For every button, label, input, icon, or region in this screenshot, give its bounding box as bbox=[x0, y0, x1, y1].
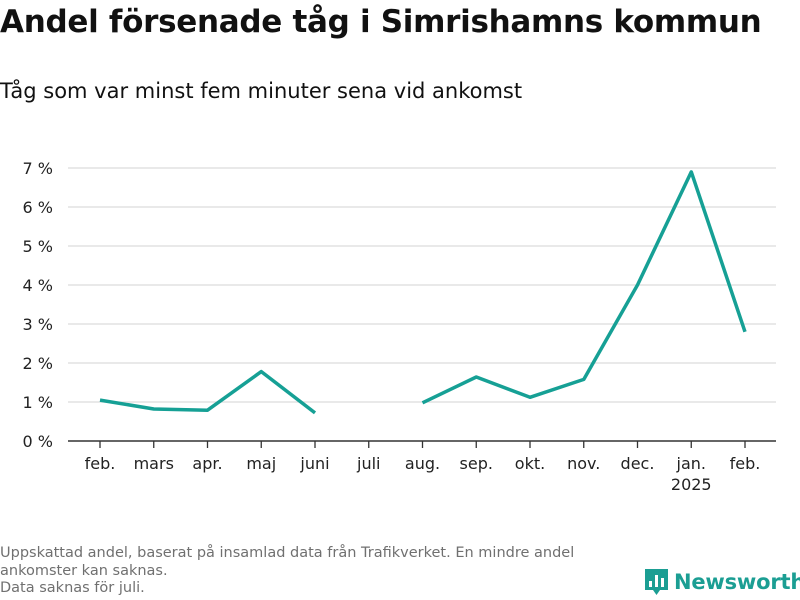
y-tick-label: 7 % bbox=[23, 159, 53, 178]
x-tick-label: maj bbox=[246, 454, 276, 473]
x-tick-label: okt. bbox=[515, 454, 545, 473]
series-line bbox=[99, 369, 317, 415]
footnote-line-2: ankomster kan saknas. bbox=[0, 562, 168, 579]
x-tick-label: dec. bbox=[621, 454, 655, 473]
series-line bbox=[421, 170, 747, 405]
x-tick-label: juli bbox=[356, 454, 380, 473]
brand-logo: Newsworthy bbox=[645, 569, 800, 595]
y-tick-label: 1 % bbox=[23, 393, 53, 412]
footnote-line-1: Uppskattad andel, baserat på insamlad da… bbox=[0, 545, 575, 561]
x-tick-label: sep. bbox=[460, 454, 493, 473]
y-tick-label: 0 % bbox=[23, 432, 53, 451]
chart-subtitle: Tåg som var minst fem minuter sena vid a… bbox=[0, 79, 523, 103]
x-tick-label: juni bbox=[299, 454, 329, 473]
chart-title: Andel försenade tåg i Simrishamns kommun bbox=[0, 4, 762, 40]
y-tick-label: 6 % bbox=[23, 198, 53, 217]
brand-name: Newsworthy bbox=[674, 570, 800, 594]
y-tick-label: 4 % bbox=[23, 276, 53, 295]
footnote-line-3: Data saknas för juli. bbox=[0, 580, 145, 596]
x-tick-label: feb. bbox=[730, 454, 761, 473]
x-tick-label: apr. bbox=[192, 454, 222, 473]
y-tick-label: 3 % bbox=[23, 315, 53, 334]
x-tick-label: aug. bbox=[405, 454, 440, 473]
x-tick-label: nov. bbox=[567, 454, 600, 473]
y-tick-label: 2 % bbox=[23, 354, 53, 373]
x-tick-label: jan. bbox=[676, 454, 706, 473]
newsworthy-logo-icon bbox=[645, 569, 668, 595]
y-tick-label: 5 % bbox=[23, 237, 53, 256]
x-year-label: 2025 bbox=[671, 475, 712, 494]
footnote: Uppskattad andel, baserat på insamlad da… bbox=[0, 545, 630, 598]
x-tick-label: feb. bbox=[85, 454, 116, 473]
x-tick-label: mars bbox=[134, 454, 174, 473]
